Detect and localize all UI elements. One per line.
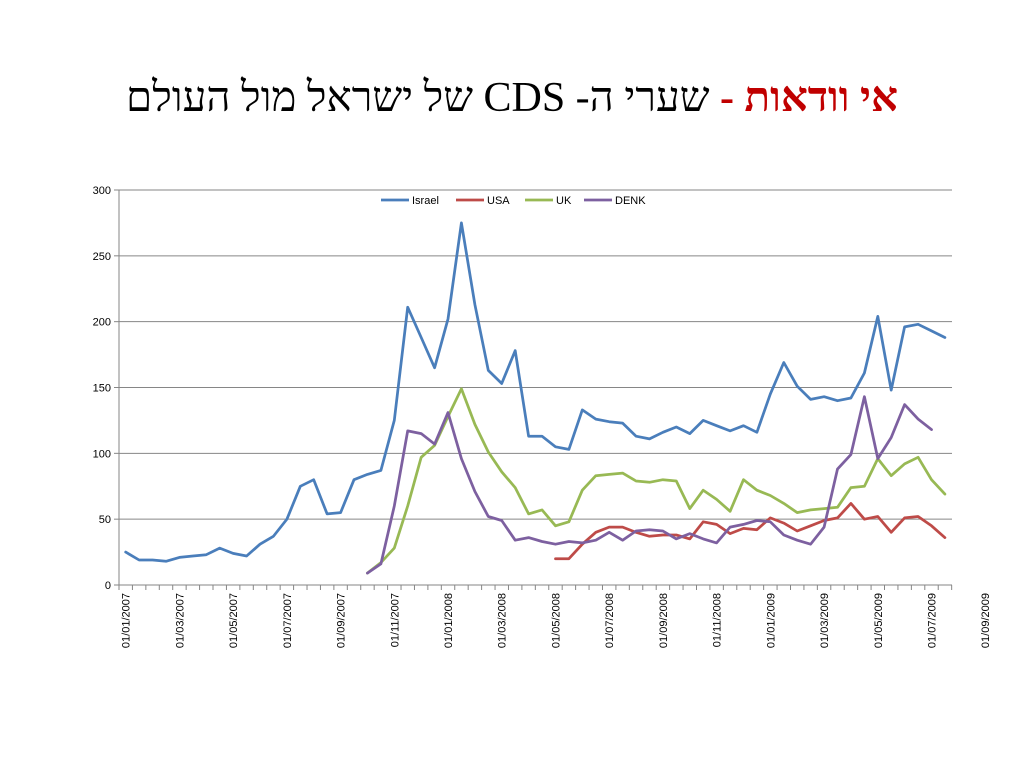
- legend-label-israel: Israel: [412, 195, 439, 207]
- x-tick-label: 01/01/2009: [765, 593, 777, 648]
- series-line-usa: [554, 502, 947, 561]
- slide-title: אי וודאות - שערי ה- CDS של ישראל מול העו…: [0, 70, 1024, 126]
- x-tick-label: 01/11/2008: [712, 593, 724, 647]
- x-tick-label: 01/07/2007: [282, 593, 294, 648]
- y-axis-ticks: 0 50 100 150 200 250 300: [93, 185, 119, 592]
- chart-legend: Israel USA UK DENK: [381, 195, 646, 207]
- x-tick-label: 01/09/2007: [336, 593, 348, 648]
- x-tick-label: 01/05/2007: [228, 593, 240, 648]
- x-tick-label: 01/09/2008: [658, 593, 670, 648]
- legend-label-usa: USA: [487, 195, 510, 207]
- x-tick-label: 01/05/2009: [873, 593, 885, 648]
- x-tick-label: 01/11/2007: [389, 593, 401, 647]
- y-tick-label: 100: [93, 448, 111, 460]
- x-tick-label: 01/01/2007: [121, 593, 133, 648]
- x-tick-label: 01/03/2008: [497, 593, 509, 648]
- grid-lines: [119, 189, 952, 520]
- x-tick-label: 01/07/2008: [604, 593, 616, 648]
- x-tick-label: 01/03/2007: [174, 593, 186, 648]
- y-tick-label: 300: [93, 185, 111, 197]
- slide-title-accent: אי וודאות -: [719, 75, 898, 121]
- legend-label-denk: DENK: [615, 195, 646, 207]
- x-tick-label: 01/05/2008: [550, 593, 562, 648]
- y-tick-label: 250: [93, 251, 111, 263]
- x-tick-label: 01/03/2009: [819, 593, 831, 648]
- x-axis-ticks: 01/01/2007 01/03/2007 01/05/2007 01/07/2007…: [118, 585, 992, 648]
- x-tick-label: 01/09/2009: [980, 593, 992, 648]
- series-lines: [124, 221, 947, 575]
- y-tick-label: 150: [93, 383, 111, 395]
- x-tick-label: 01/07/2009: [927, 593, 939, 648]
- series-line-denk: [366, 395, 933, 575]
- y-tick-label: 200: [93, 317, 111, 329]
- y-tick-label: 0: [105, 580, 111, 592]
- x-tick-label: 01/01/2008: [443, 593, 455, 648]
- series-line-israel: [124, 221, 947, 563]
- legend-label-uk: UK: [556, 195, 572, 207]
- y-tick-label: 50: [99, 514, 111, 526]
- slide-title-text: שערי ה- CDS של ישראל מול העולם: [126, 75, 710, 121]
- series-line-uk: [366, 387, 947, 575]
